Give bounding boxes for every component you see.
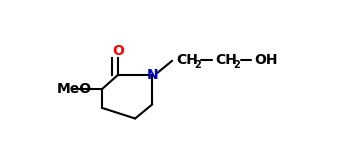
Text: CH: CH bbox=[216, 53, 238, 67]
Text: OH: OH bbox=[254, 53, 278, 67]
Text: MeO: MeO bbox=[57, 82, 92, 96]
Text: CH: CH bbox=[176, 53, 198, 67]
Text: 2: 2 bbox=[234, 60, 240, 70]
Text: 2: 2 bbox=[194, 60, 201, 70]
Text: N: N bbox=[147, 68, 158, 82]
Text: O: O bbox=[112, 44, 124, 58]
